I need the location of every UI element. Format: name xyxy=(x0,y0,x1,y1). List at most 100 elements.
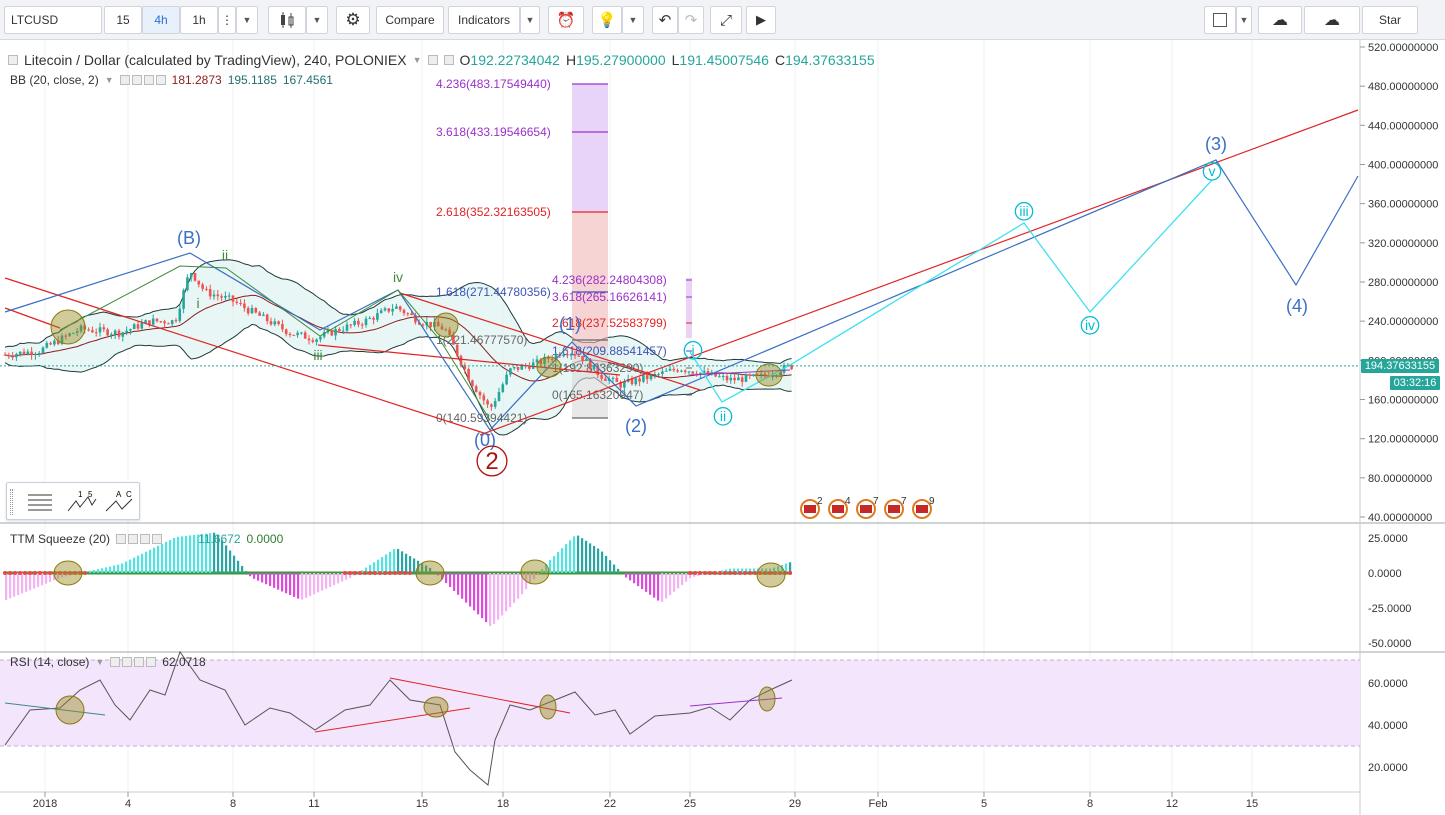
star-button[interactable]: Star xyxy=(1362,6,1418,34)
close-icon[interactable] xyxy=(155,75,166,85)
settings-icon[interactable] xyxy=(122,657,133,667)
trend-channel-line[interactable] xyxy=(4,277,491,436)
settings-icon[interactable] xyxy=(131,75,142,85)
collapse-icon[interactable] xyxy=(8,55,18,65)
primary-wave-line[interactable] xyxy=(4,159,1359,431)
candle-body xyxy=(634,378,638,385)
ttm-bar xyxy=(565,544,568,573)
event-count: 2 xyxy=(817,496,823,507)
chart-canvas[interactable]: 4.236(483.17549440) 3.618(433.19546654) 2.… xyxy=(0,40,1445,815)
fib-level-label: 3.618(433.19546654) xyxy=(436,125,551,139)
candle-body xyxy=(87,329,90,331)
indicators-dropdown[interactable]: ▼ xyxy=(520,6,540,34)
eye-icon[interactable] xyxy=(116,534,127,544)
lock-icon[interactable] xyxy=(140,534,151,544)
chart-area[interactable]: 4.236(483.17549440) 3.618(433.19546654) 2.… xyxy=(0,40,1445,815)
candle-body xyxy=(3,354,7,356)
candle-body xyxy=(37,353,41,355)
trend-line-long[interactable] xyxy=(479,109,1359,436)
interval-4h-button[interactable]: 4h xyxy=(142,6,180,34)
settings-button[interactable]: ⚙ xyxy=(336,6,370,34)
ttm-bar xyxy=(785,563,788,573)
price-axis[interactable]: 520.00000000 480.00000000 440.00000000 400.… xyxy=(1360,42,1438,524)
chart-style-button[interactable] xyxy=(268,6,306,34)
indicators-button[interactable]: Indicators xyxy=(448,6,520,34)
save-chart-button[interactable]: ☁ xyxy=(1304,6,1360,34)
lines-tool-icon[interactable] xyxy=(23,487,57,517)
event-count: 7 xyxy=(873,496,879,507)
trend-channel-line[interactable] xyxy=(317,344,621,376)
candle-body xyxy=(395,306,398,309)
candle-body xyxy=(132,324,136,330)
chart-style-dropdown[interactable]: ▼ xyxy=(306,6,328,34)
settings-icon[interactable] xyxy=(128,534,139,544)
ttm-axis[interactable]: 25.0000 0.0000 -25.0000 -50.0000 xyxy=(1368,533,1411,650)
projection-wave-line[interactable] xyxy=(689,179,1213,403)
ttm-bar xyxy=(197,534,200,573)
layout-button[interactable] xyxy=(1204,6,1236,34)
interval-15-button[interactable]: 15 xyxy=(104,6,142,34)
ttm-squeeze-dot xyxy=(718,571,722,575)
symbol-search-input[interactable]: LTCUSD xyxy=(4,6,102,34)
replay-button[interactable]: ▶ xyxy=(746,6,776,34)
ttm-bar xyxy=(13,573,16,597)
ttm-bar xyxy=(745,568,748,573)
eye-icon[interactable] xyxy=(110,657,121,667)
fullscreen-button[interactable]: ⤢ xyxy=(710,6,742,34)
candle-body xyxy=(15,354,18,358)
more-intervals-icon[interactable]: ⋮ xyxy=(218,6,236,34)
undo-button[interactable]: ↶ xyxy=(652,6,678,34)
rsi-axis[interactable]: 60.0000 40.0000 20.0000 xyxy=(1368,678,1408,774)
alert-button[interactable]: ⏰ xyxy=(548,6,584,34)
candle-body xyxy=(391,308,394,312)
candle-body xyxy=(748,374,752,376)
chevron-down-icon[interactable]: ▼ xyxy=(412,55,422,65)
trend-channel-line[interactable] xyxy=(399,292,701,391)
ttm-bar xyxy=(441,573,444,580)
time-axis[interactable]: 2018 4 8 11 15 18 22 25 29 Feb 5 8 12 15 xyxy=(33,792,1258,810)
minor-wave-line[interactable] xyxy=(59,265,491,421)
lock-icon[interactable] xyxy=(134,657,145,667)
settings-icon[interactable] xyxy=(427,55,438,65)
ideas-button[interactable]: 💡 xyxy=(592,6,622,34)
ttm-bar xyxy=(337,573,340,584)
ttm-bar xyxy=(413,558,416,573)
cloud-upload-icon: ☁ xyxy=(1324,12,1340,29)
close-icon[interactable] xyxy=(146,657,157,667)
more-icon[interactable] xyxy=(443,55,454,65)
ttm-squeeze-histogram xyxy=(3,532,792,627)
interval-1h-label: 1h xyxy=(192,13,206,27)
event-flag-stripe xyxy=(832,505,844,513)
ttm-bar xyxy=(601,551,604,573)
ideas-dropdown[interactable]: ▼ xyxy=(622,6,644,34)
close-icon[interactable] xyxy=(152,534,163,544)
candle-body xyxy=(227,295,231,297)
purple-line[interactable] xyxy=(689,369,791,376)
fullscreen-icon: ⤢ xyxy=(719,11,732,29)
redo-button[interactable]: ↷ xyxy=(678,6,704,34)
eye-icon[interactable] xyxy=(119,75,130,85)
ttm-bar xyxy=(677,573,680,589)
candle-body xyxy=(284,329,288,335)
chevron-down-icon[interactable]: ▼ xyxy=(104,75,114,85)
candle-body xyxy=(706,371,710,375)
candle-body xyxy=(482,395,486,401)
interval-dropdown-button[interactable]: ▼ xyxy=(236,6,258,34)
candle-body xyxy=(311,340,315,342)
candle-body xyxy=(277,321,280,325)
ttm-bar xyxy=(9,573,12,599)
interval-1h-button[interactable]: 1h xyxy=(180,6,218,34)
layout-dropdown[interactable]: ▼ xyxy=(1236,6,1252,34)
price-tick-label: 360.00000000 xyxy=(1368,199,1438,211)
ttm-bar xyxy=(25,573,28,592)
load-chart-button[interactable]: ☁ xyxy=(1258,6,1302,34)
ttm-squeeze-dot xyxy=(18,571,22,575)
candle-body xyxy=(125,330,128,333)
compare-button[interactable]: Compare xyxy=(376,6,444,34)
drag-handle[interactable] xyxy=(10,489,13,515)
chevron-down-icon[interactable]: ▼ xyxy=(95,657,105,667)
candle-body xyxy=(197,280,201,285)
lock-icon[interactable] xyxy=(143,75,154,85)
